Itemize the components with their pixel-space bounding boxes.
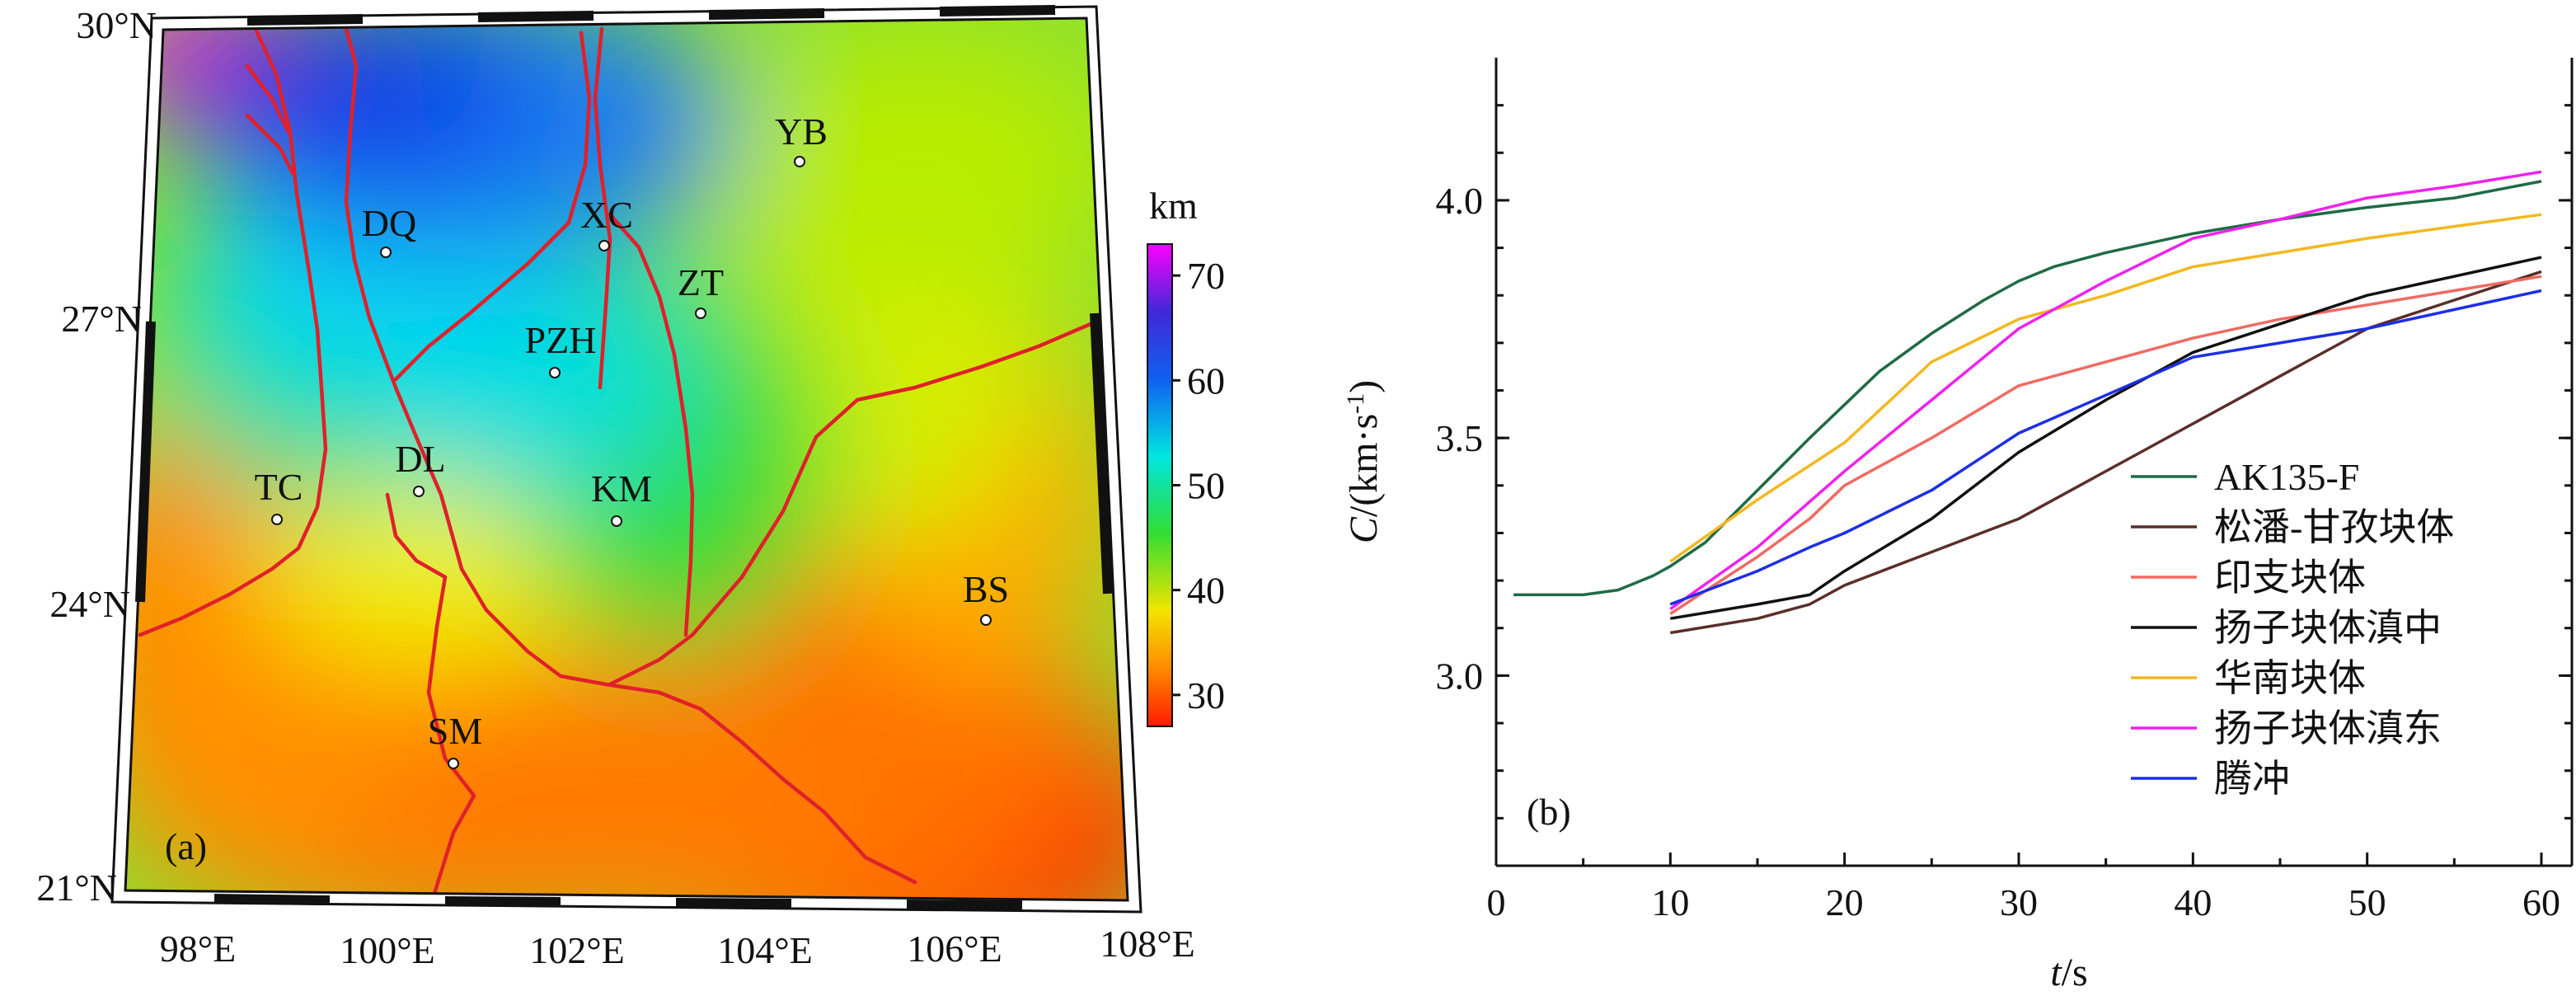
station-tc: TC — [255, 466, 303, 525]
legend-entry: 腾冲 — [2214, 758, 2290, 800]
panel-label-a: (a) — [165, 825, 207, 867]
panel-label-b: (b) — [1527, 791, 1571, 833]
station-label: SM — [428, 710, 482, 752]
lon-label-104e: 104°E — [717, 929, 813, 971]
series-line — [1669, 213, 2542, 563]
legend-entry: 扬子块体滇中 — [2214, 607, 2442, 649]
y-tick-label: 3.0 — [1436, 655, 1484, 697]
station-sm: SM — [428, 710, 482, 769]
y-tick-label: 3.5 — [1436, 417, 1484, 459]
legend-entry: 华南块体 — [2214, 657, 2366, 699]
station-label: DL — [395, 438, 445, 480]
line-chart-panel: 0 10 20 30 40 50 60 3.0 3.5 4.0 t/s C/(km·s-1) (… — [1342, 58, 2574, 994]
map-frame — [110, 5, 1143, 914]
station-label: DQ — [362, 202, 416, 244]
map-panel: 30°N 27°N 24°N 21°N 98°E 100°E 102°E 104… — [36, 4, 1225, 971]
fault-line — [608, 212, 695, 637]
series-lines — [1513, 170, 2542, 635]
station-markers: YB DQ XC ZT PZH TC DL KM BS SM — [255, 110, 1009, 769]
fault-line — [138, 26, 328, 637]
colorbar-unit: km — [1149, 185, 1198, 227]
series-line — [1669, 289, 2542, 606]
x-tick-label: 50 — [2348, 881, 2386, 923]
station-bs: BS — [963, 568, 1009, 626]
station-yb: YB — [775, 110, 828, 167]
colorbar-tick-label: 50 — [1187, 465, 1225, 507]
x-tick-label: 0 — [1487, 881, 1506, 923]
lon-label-102e: 102°E — [529, 929, 625, 971]
colorbar-tick-label: 30 — [1187, 674, 1225, 716]
series-line — [1670, 270, 2542, 635]
x-tick-label: 10 — [1651, 881, 1689, 923]
lat-label-24n: 24°N — [49, 583, 130, 625]
x-axis-label: t/s — [2050, 951, 2087, 994]
x-tick-label: 40 — [2174, 881, 2212, 923]
fault-line — [344, 26, 917, 885]
lat-label-30n: 30°N — [76, 4, 157, 46]
legend-entry: AK135-F — [2214, 456, 2359, 498]
station-label: TC — [255, 466, 303, 508]
colorbar: km 30 40 50 60 70 — [1147, 185, 1225, 727]
station-label: YB — [775, 110, 828, 153]
colorbar-tick-label: 60 — [1187, 359, 1225, 402]
crust-thickness-heatmap — [125, 18, 1128, 900]
plot-frame — [1494, 58, 2574, 867]
station-label: ZT — [678, 261, 724, 303]
legend-entry: 松潘-甘孜块体 — [2214, 506, 2454, 548]
station-pzh: PZH — [525, 319, 597, 378]
x-tick-label: 30 — [2000, 881, 2038, 923]
y-axis-ticks: 3.0 3.5 4.0 — [1436, 104, 2572, 820]
station-label: XC — [580, 194, 633, 236]
station-label: PZH — [525, 319, 597, 361]
station-km: KM — [591, 467, 652, 527]
lon-label-100e: 100°E — [340, 929, 435, 971]
series-line — [1513, 180, 2542, 597]
legend-entry: 印支块体 — [2214, 557, 2366, 599]
station-dq: DQ — [362, 202, 416, 258]
fault-line — [245, 63, 291, 134]
y-tick-label: 4.0 — [1436, 180, 1484, 222]
series-line — [1670, 256, 2542, 620]
lat-label-21n: 21°N — [36, 867, 117, 909]
fault-line — [608, 319, 1099, 687]
fault-line — [385, 492, 448, 580]
fault-line — [393, 31, 592, 382]
x-tick-label: 60 — [2522, 881, 2560, 923]
station-label: BS — [963, 568, 1009, 610]
x-tick-label: 20 — [1826, 881, 1864, 923]
lon-label-106e: 106°E — [907, 928, 1002, 970]
station-zt: ZT — [678, 261, 724, 319]
series-line — [1669, 170, 2542, 611]
colorbar-ramp — [1147, 243, 1173, 727]
series-line — [1669, 275, 2542, 615]
fault-line — [593, 26, 612, 390]
fault-lines — [138, 26, 1099, 900]
station-dl: DL — [395, 438, 446, 497]
colorbar-tick-label: 70 — [1187, 255, 1225, 297]
fault-line — [426, 575, 476, 900]
y-axis-label: C/(km·s-1) — [1342, 380, 1387, 543]
fault-line — [245, 113, 295, 176]
lon-label-108e: 108°E — [1100, 923, 1195, 965]
legend-entry: 扬子块体滇东 — [2214, 707, 2442, 749]
lat-label-27n: 27°N — [61, 298, 142, 340]
x-axis-ticks: 0 10 20 30 40 50 60 — [1487, 853, 2560, 923]
station-label: KM — [591, 467, 652, 510]
colorbar-ticks: 30 40 50 60 70 — [1172, 255, 1225, 716]
station-xc: XC — [580, 194, 633, 251]
colorbar-tick-label: 40 — [1187, 570, 1225, 612]
lon-label-98e: 98°E — [160, 928, 237, 970]
